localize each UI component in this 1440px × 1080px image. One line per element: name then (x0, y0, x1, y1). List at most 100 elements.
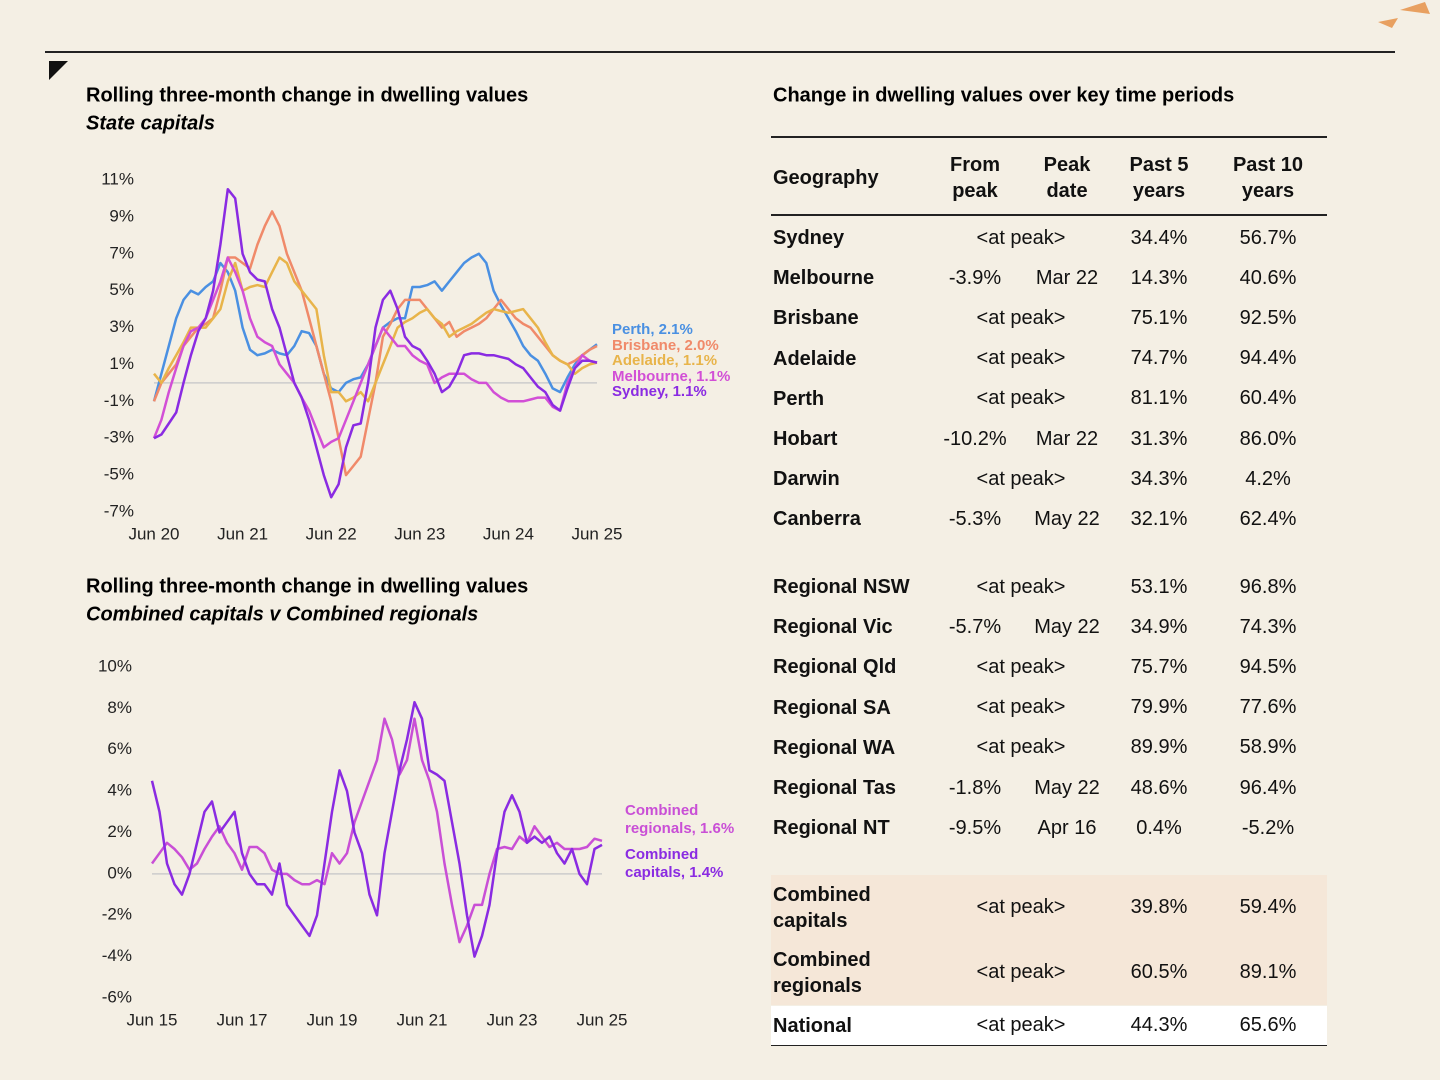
chart-title: Rolling three-month change in dwelling v… (86, 575, 528, 597)
value-cell: 92.5% (1239, 306, 1297, 329)
geography-cell: Canberra (773, 508, 861, 531)
y-tick-label: -3% (104, 428, 134, 447)
table-row: Adelaide <at peak> 74.7% 94.4% (771, 339, 1327, 379)
y-tick-label: 3% (109, 317, 134, 336)
value-cell: 56.7% (1239, 226, 1297, 249)
value-cell: -10.2% (943, 427, 1007, 450)
value-cell: Apr 16 (1037, 816, 1097, 839)
header-cell: From peak (950, 154, 1000, 202)
y-tick-label: 11% (101, 169, 134, 188)
y-tick-label: 6% (107, 739, 132, 758)
geography-cell: Regional Tas (773, 777, 896, 800)
value-cell: May 22 (1034, 507, 1100, 530)
series-label: Combined capitals, 1.4% (625, 846, 724, 881)
geography-cell: Regional Vic (773, 616, 893, 639)
geography-cell: Regional NT (773, 817, 890, 840)
value-cell: <at peak> (976, 736, 1066, 759)
y-tick-label: 10% (98, 656, 132, 675)
value-cell: 0.4% (1136, 816, 1182, 839)
value-cell: 79.9% (1130, 696, 1188, 719)
value-cell: 94.4% (1239, 347, 1297, 370)
x-tick-label: Jun 22 (306, 524, 357, 543)
value-cell: 34.4% (1130, 226, 1188, 249)
value-cell: 89.9% (1130, 736, 1188, 759)
series-label: Melbourne, 1.1% (612, 368, 731, 385)
x-tick-label: Jun 21 (217, 524, 268, 543)
x-tick-label: Jun 25 (576, 1010, 627, 1029)
y-tick-label: -5% (104, 465, 134, 484)
value-cell: Mar 22 (1035, 266, 1099, 289)
value-cell: 62.4% (1239, 507, 1297, 530)
value-cell: 74.7% (1130, 347, 1188, 370)
value-cell: <at peak> (976, 961, 1066, 983)
geography-cell: Sydney (773, 227, 845, 250)
series-label: Sydney, 1.1% (612, 383, 707, 400)
chart-title: Rolling three-month change in dwelling v… (86, 84, 528, 106)
value-cell: -5.2% (1241, 816, 1295, 839)
series-line (150, 700, 603, 958)
value-cell: 58.9% (1239, 736, 1297, 759)
table-row: Regional NSW <at peak> 53.1% 96.8% (771, 567, 1327, 607)
value-cell: 34.3% (1130, 467, 1188, 490)
y-tick-label: 7% (109, 243, 134, 262)
table-row: National <at peak> 44.3% 65.6% (771, 1006, 1327, 1045)
table-row: Regional WA <at peak> 89.9% 58.9% (771, 728, 1327, 768)
table-row: Combined regionals <at peak> 60.5% 89.1% (771, 940, 1327, 1005)
table-title: Change in dwelling values over key time … (773, 84, 1234, 106)
table-row: Melbourne -3.9% Mar 22 14.3% 40.6% (771, 258, 1327, 298)
value-cell: 60.4% (1239, 387, 1297, 410)
value-cell: 60.5% (1130, 961, 1188, 983)
x-tick-label: Jun 15 (126, 1010, 177, 1029)
x-tick-label: Jun 25 (571, 524, 622, 543)
value-cell: 59.4% (1239, 896, 1297, 918)
value-cell: <at peak> (976, 696, 1066, 719)
table-row: Regional Qld <at peak> 75.7% 94.5% (771, 647, 1327, 687)
series-line (153, 187, 598, 499)
header-cell: Peak date (1043, 154, 1091, 202)
value-cell: 74.3% (1239, 615, 1297, 638)
series-label: Brisbane, 2.0% (612, 337, 719, 354)
value-cell: <at peak> (976, 1014, 1066, 1036)
x-tick-label: Jun 24 (483, 524, 534, 543)
series-label: Adelaide, 1.1% (612, 352, 718, 369)
value-cell: 75.1% (1130, 306, 1188, 329)
series-line (152, 256, 598, 449)
y-tick-label: -4% (102, 946, 132, 965)
y-tick-label: -6% (102, 987, 132, 1006)
y-tick-label: 4% (107, 781, 132, 800)
geography-cell: Combined capitals (773, 883, 871, 932)
value-cell: 14.3% (1130, 266, 1188, 289)
y-tick-label: 8% (107, 698, 132, 717)
value-cell: 39.8% (1130, 896, 1188, 918)
geography-cell: Melbourne (773, 267, 875, 290)
value-cell: 81.1% (1130, 387, 1188, 410)
value-cell: 34.9% (1130, 615, 1188, 638)
value-cell: 77.6% (1239, 696, 1297, 719)
x-tick-label: Jun 23 (394, 524, 445, 543)
geography-cell: Regional WA (773, 736, 896, 759)
value-cell: <at peak> (976, 387, 1066, 410)
value-cell: 40.6% (1239, 266, 1297, 289)
y-tick-label: 1% (109, 354, 134, 373)
value-cell: 96.4% (1239, 776, 1297, 799)
series-label: Perth, 2.1% (612, 321, 693, 338)
table-row: Canberra -5.3% May 22 32.1% 62.4% (771, 499, 1327, 539)
value-cell: -1.8% (948, 776, 1002, 799)
geography-cell: Regional NSW (773, 576, 910, 599)
table-row: Sydney <at peak> 34.4% 56.7% (771, 218, 1327, 258)
geography-cell: Hobart (773, 428, 838, 451)
value-cell: May 22 (1034, 776, 1100, 799)
value-cell: 94.5% (1239, 655, 1297, 678)
value-cell: 48.6% (1130, 776, 1188, 799)
table-row: Darwin <at peak> 34.3% 4.2% (771, 459, 1327, 499)
value-cell: 53.1% (1130, 575, 1188, 598)
value-cell: <at peak> (976, 467, 1066, 490)
table-row: Brisbane <at peak> 75.1% 92.5% (771, 298, 1327, 338)
value-cell: <at peak> (976, 306, 1066, 329)
table-row: Perth <at peak> 81.1% 60.4% (771, 379, 1327, 419)
geography-cell: Perth (773, 387, 825, 410)
value-cell: May 22 (1034, 615, 1100, 638)
value-cell: 65.6% (1239, 1014, 1297, 1036)
corner-marker (49, 61, 68, 80)
